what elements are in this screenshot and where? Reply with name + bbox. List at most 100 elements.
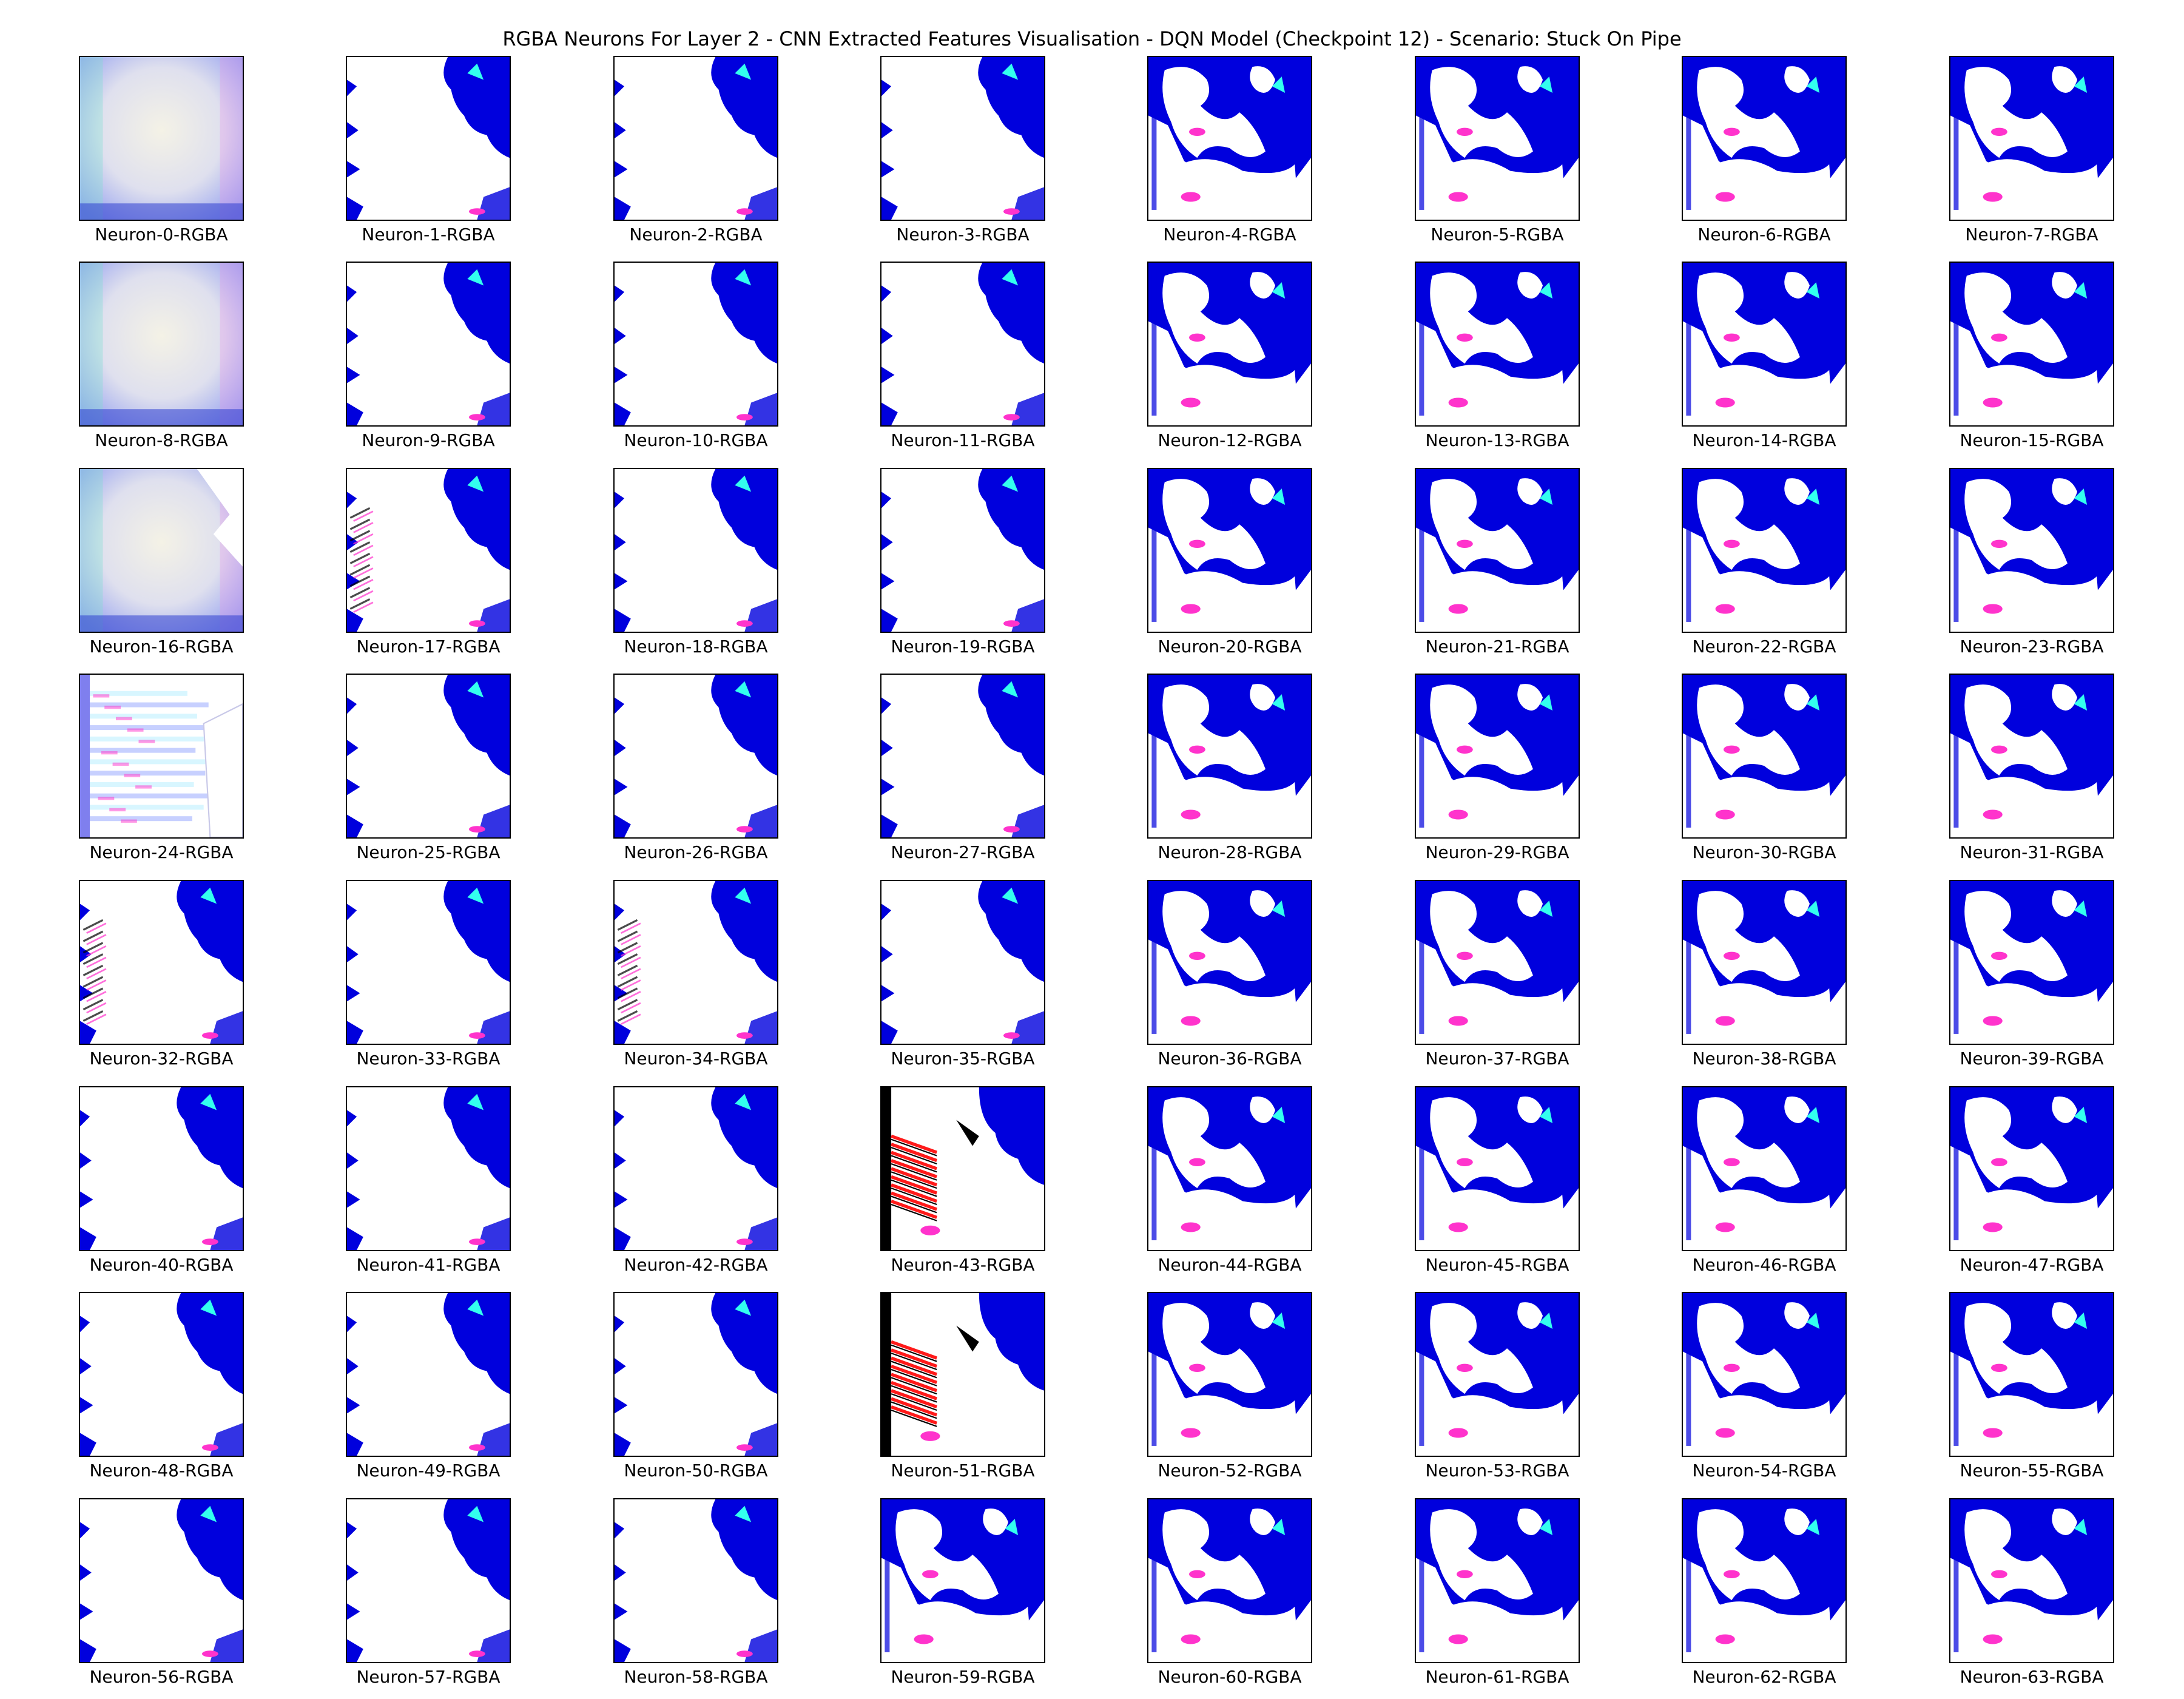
neuron-feature-image — [1949, 468, 2114, 633]
neuron-label: Neuron-49-RGBA — [356, 1461, 500, 1481]
neuron-panel: Neuron-44-RGBA — [1147, 1086, 1312, 1275]
neuron-feature-image — [1147, 1292, 1312, 1457]
neuron-panel: Neuron-42-RGBA — [613, 1086, 778, 1275]
neuron-feature-image — [346, 1498, 511, 1663]
neuron-panel: Neuron-51-RGBA — [880, 1292, 1045, 1481]
neuron-feature-image — [880, 56, 1045, 221]
neuron-feature-image — [1949, 1086, 2114, 1251]
neuron-feature-image — [880, 674, 1045, 839]
neuron-label: Neuron-4-RGBA — [1163, 225, 1296, 245]
neuron-panel: Neuron-33-RGBA — [346, 880, 511, 1069]
neuron-feature-image — [1147, 880, 1312, 1045]
neuron-label: Neuron-36-RGBA — [1158, 1049, 1302, 1069]
neuron-panel: Neuron-18-RGBA — [613, 468, 778, 657]
neuron-feature-image — [1415, 262, 1580, 427]
neuron-panel: Neuron-27-RGBA — [880, 674, 1045, 863]
neuron-label: Neuron-42-RGBA — [624, 1255, 768, 1275]
neuron-feature-image — [346, 674, 511, 839]
neuron-panel: Neuron-45-RGBA — [1415, 1086, 1580, 1275]
neuron-feature-image — [880, 262, 1045, 427]
neuron-label: Neuron-1-RGBA — [362, 225, 495, 245]
neuron-label: Neuron-7-RGBA — [1965, 225, 2098, 245]
neuron-feature-image — [1949, 56, 2114, 221]
neuron-label: Neuron-11-RGBA — [891, 430, 1035, 450]
neuron-label: Neuron-12-RGBA — [1158, 430, 1302, 450]
neuron-feature-image — [1415, 1086, 1580, 1251]
neuron-feature-image — [1147, 1498, 1312, 1663]
neuron-panel: Neuron-49-RGBA — [346, 1292, 511, 1481]
neuron-label: Neuron-15-RGBA — [1960, 430, 2104, 450]
neuron-feature-image — [1682, 674, 1847, 839]
neuron-feature-image — [1949, 1498, 2114, 1663]
neuron-panel: Neuron-16-RGBA — [79, 468, 244, 657]
neuron-panel: Neuron-3-RGBA — [880, 56, 1045, 245]
neuron-label: Neuron-2-RGBA — [629, 225, 763, 245]
neuron-feature-image — [79, 1086, 244, 1251]
neuron-label: Neuron-20-RGBA — [1158, 637, 1302, 657]
neuron-label: Neuron-26-RGBA — [624, 842, 768, 862]
neuron-feature-image — [1682, 1498, 1847, 1663]
neuron-feature-image — [880, 880, 1045, 1045]
neuron-label: Neuron-37-RGBA — [1425, 1049, 1569, 1069]
neuron-label: Neuron-45-RGBA — [1425, 1255, 1569, 1275]
neuron-label: Neuron-31-RGBA — [1960, 842, 2104, 862]
neuron-feature-image — [1147, 56, 1312, 221]
neuron-panel: Neuron-58-RGBA — [613, 1498, 778, 1687]
neuron-feature-image — [1682, 468, 1847, 633]
neuron-feature-image — [346, 262, 511, 427]
neuron-label: Neuron-50-RGBA — [624, 1461, 768, 1481]
neuron-feature-image — [613, 1086, 778, 1251]
neuron-label: Neuron-41-RGBA — [356, 1255, 500, 1275]
neuron-label: Neuron-57-RGBA — [356, 1667, 500, 1687]
neuron-label: Neuron-32-RGBA — [89, 1049, 234, 1069]
neuron-label: Neuron-0-RGBA — [95, 225, 228, 245]
neuron-feature-image — [1415, 468, 1580, 633]
neuron-panel: Neuron-25-RGBA — [346, 674, 511, 863]
neuron-label: Neuron-58-RGBA — [624, 1667, 768, 1687]
neuron-label: Neuron-60-RGBA — [1158, 1667, 1302, 1687]
neuron-label: Neuron-28-RGBA — [1158, 842, 1302, 862]
neuron-label: Neuron-55-RGBA — [1960, 1461, 2104, 1481]
neuron-panel: Neuron-17-RGBA — [346, 468, 511, 657]
neuron-feature-image — [880, 1086, 1045, 1251]
neuron-feature-image — [79, 1498, 244, 1663]
neuron-feature-image — [1682, 262, 1847, 427]
neuron-panel: Neuron-22-RGBA — [1682, 468, 1847, 657]
neuron-panel: Neuron-11-RGBA — [880, 262, 1045, 451]
neuron-panel: Neuron-48-RGBA — [79, 1292, 244, 1481]
neuron-feature-image — [346, 56, 511, 221]
neuron-label: Neuron-53-RGBA — [1425, 1461, 1569, 1481]
neuron-label: Neuron-27-RGBA — [891, 842, 1035, 862]
neuron-feature-image — [1147, 1086, 1312, 1251]
neuron-panel: Neuron-55-RGBA — [1949, 1292, 2114, 1481]
neuron-label: Neuron-56-RGBA — [89, 1667, 234, 1687]
neuron-label: Neuron-18-RGBA — [624, 637, 768, 657]
neuron-panel: Neuron-2-RGBA — [613, 56, 778, 245]
neuron-feature-image — [79, 262, 244, 427]
neuron-panel: Neuron-61-RGBA — [1415, 1498, 1580, 1687]
neuron-feature-image — [1682, 1292, 1847, 1457]
neuron-panel: Neuron-24-RGBA — [79, 674, 244, 863]
neuron-panel: Neuron-52-RGBA — [1147, 1292, 1312, 1481]
neuron-label: Neuron-19-RGBA — [891, 637, 1035, 657]
neuron-panel: Neuron-50-RGBA — [613, 1292, 778, 1481]
neuron-label: Neuron-22-RGBA — [1692, 637, 1836, 657]
neuron-panel: Neuron-4-RGBA — [1147, 56, 1312, 245]
neuron-label: Neuron-46-RGBA — [1692, 1255, 1836, 1275]
neuron-feature-image — [613, 468, 778, 633]
neuron-label: Neuron-44-RGBA — [1158, 1255, 1302, 1275]
neuron-panel: Neuron-26-RGBA — [613, 674, 778, 863]
neuron-panel: Neuron-21-RGBA — [1415, 468, 1580, 657]
neuron-feature-image — [79, 880, 244, 1045]
neuron-panel: Neuron-20-RGBA — [1147, 468, 1312, 657]
neuron-label: Neuron-25-RGBA — [356, 842, 500, 862]
neuron-panel: Neuron-56-RGBA — [79, 1498, 244, 1687]
neuron-label: Neuron-34-RGBA — [624, 1049, 768, 1069]
neuron-panel: Neuron-41-RGBA — [346, 1086, 511, 1275]
neuron-label: Neuron-61-RGBA — [1425, 1667, 1569, 1687]
figure-title: RGBA Neurons For Layer 2 - CNN Extracted… — [502, 27, 1682, 50]
neuron-feature-image — [613, 1292, 778, 1457]
neuron-panel: Neuron-54-RGBA — [1682, 1292, 1847, 1481]
neuron-panel: Neuron-47-RGBA — [1949, 1086, 2114, 1275]
neuron-feature-image — [613, 262, 778, 427]
